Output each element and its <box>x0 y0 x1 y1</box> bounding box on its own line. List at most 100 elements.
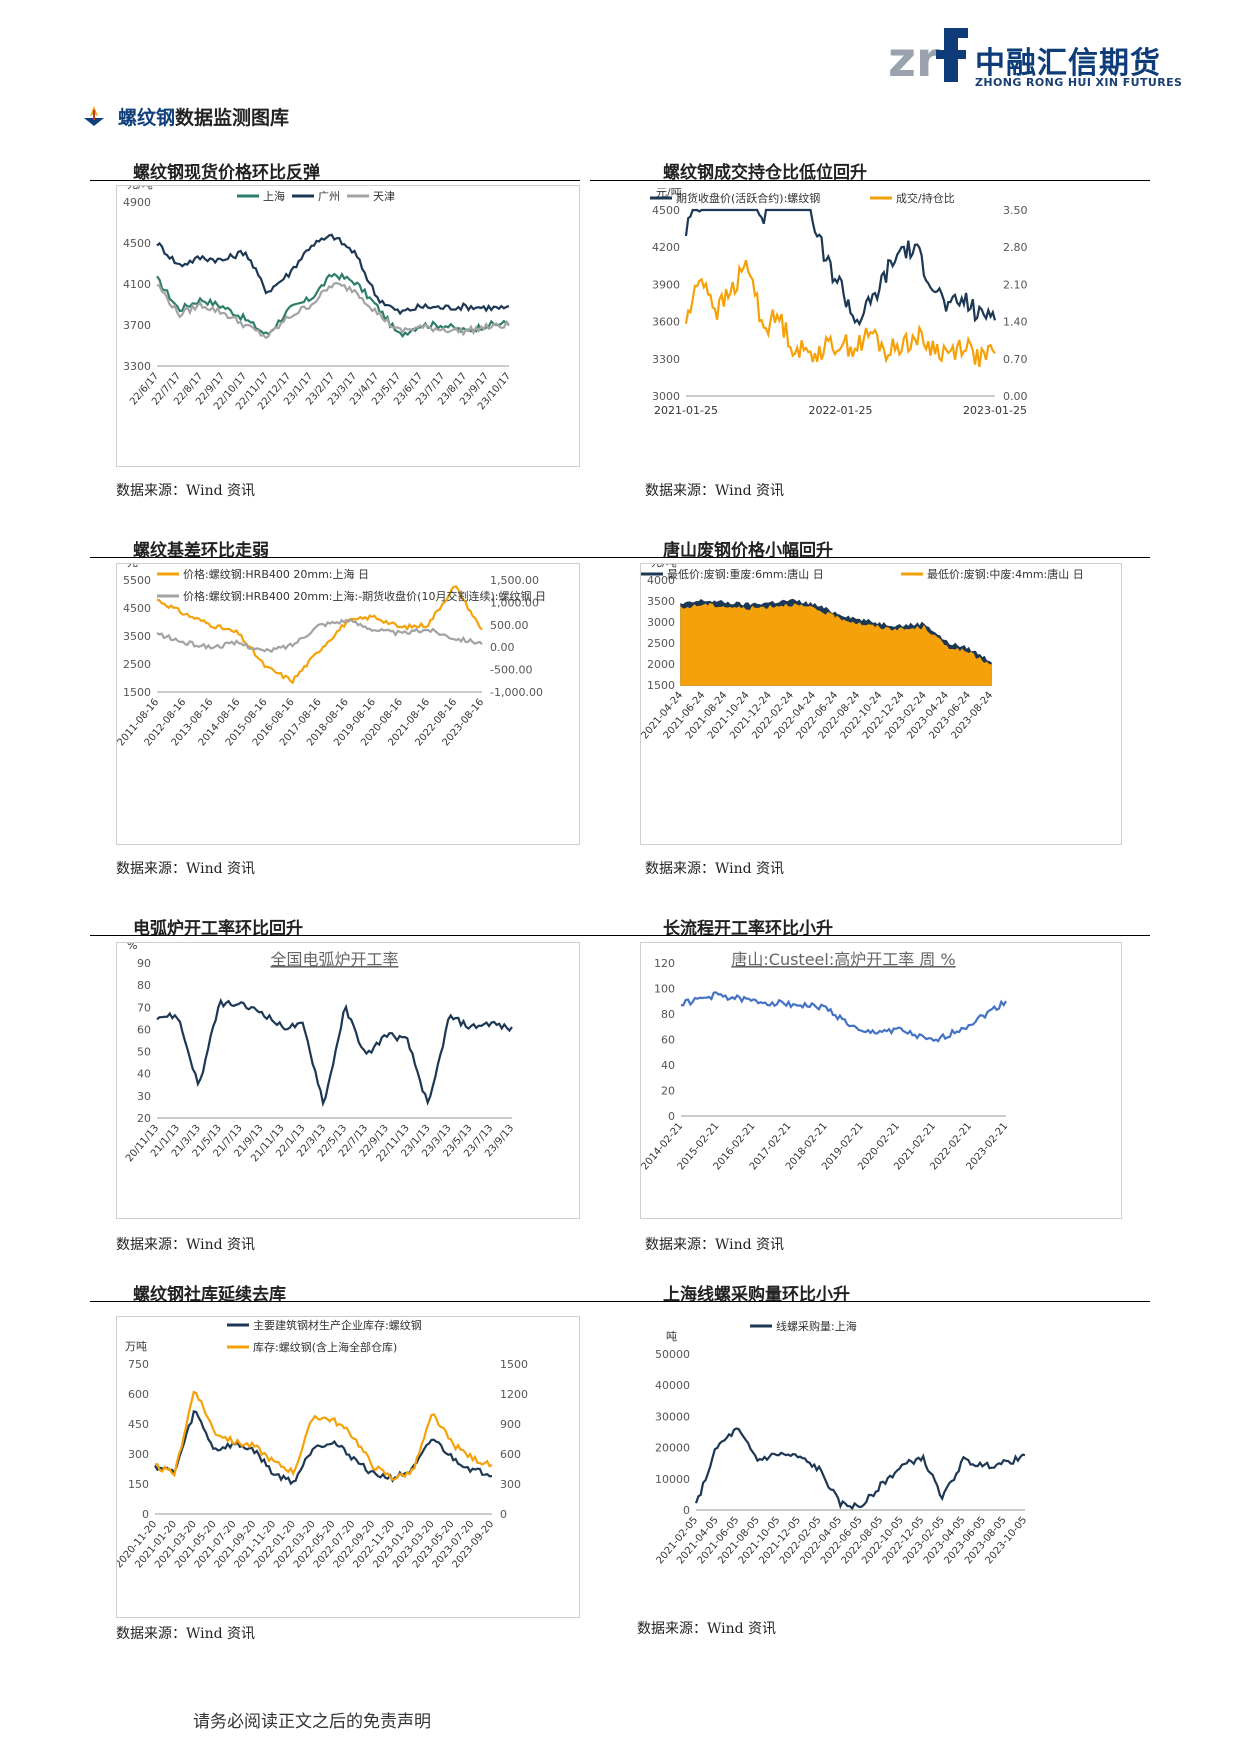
y-tick-label: 60 <box>137 1023 151 1036</box>
footer-disclaimer: 请务必阅读正文之后的免责声明 <box>193 1712 431 1732</box>
legend-label-1: 价格:螺纹钢:HRB400 20mm:上海:-期货收盘价(10月交割连续):螺纹… <box>183 589 546 603</box>
y-tick-label: 40 <box>137 1068 151 1081</box>
y-tick-label: 20 <box>661 1085 675 1098</box>
y-tick-label: 2000 <box>647 658 675 671</box>
series-line-0 <box>694 1427 1026 1511</box>
chart-title-c2: 螺纹钢成交持仓比低位回升 <box>663 163 867 183</box>
series-line-0 <box>156 271 510 339</box>
source-note: 数据来源：Wind 资讯 <box>645 483 785 499</box>
y-tick-label: 2500 <box>123 658 151 671</box>
y2-tick-label: 1200 <box>500 1388 528 1401</box>
x-tick-label: 2022-01-25 <box>809 404 873 417</box>
title-underline <box>590 180 1150 181</box>
y2-tick-label: 0.00 <box>490 641 515 654</box>
legend-label-0: 主要建筑钢材生产企业库存:螺纹钢 <box>253 1318 422 1332</box>
series-line-0 <box>684 208 997 327</box>
title-underline <box>590 1301 1150 1302</box>
y-tick-label: 3600 <box>652 316 680 329</box>
source-note: 数据来源：Wind 资讯 <box>116 1237 256 1253</box>
y-tick-label: 4900 <box>123 196 151 209</box>
chart-spot-price: 49004500410037003300元/吨22/6/1722/7/1722/… <box>116 185 580 467</box>
y-tick-label: 4000 <box>647 574 675 587</box>
chart-title-c6: 长流程开工率环比小升 <box>663 919 833 939</box>
legend-label-2: 天津 <box>373 190 395 203</box>
y-tick-label: 20 <box>137 1112 151 1125</box>
y-tick-label: 100 <box>654 983 675 996</box>
y-tick-label: 750 <box>128 1358 149 1371</box>
title-underline <box>90 180 580 181</box>
y-tick-label: 4500 <box>652 204 680 217</box>
y-tick-label: 0 <box>668 1110 675 1123</box>
y-tick-label: 1500 <box>647 679 675 692</box>
y-tick-label: 4500 <box>123 602 151 615</box>
y2-tick-label: -500.00 <box>490 664 532 677</box>
legend-label-1: 库存:螺纹钢(含上海全部仓库) <box>253 1340 397 1354</box>
y-tick-label: 3500 <box>647 595 675 608</box>
source-note: 数据来源：Wind 资讯 <box>637 1621 777 1637</box>
y-axis-label: % <box>127 942 137 952</box>
legend-label-0: 期货收盘价(活跃合约):螺纹钢 <box>676 191 820 205</box>
title-underline <box>90 1301 590 1302</box>
title-underline <box>90 557 590 558</box>
y-axis-label: 元 <box>127 563 138 569</box>
company-name-cn: 中融汇信期货 <box>975 46 1161 81</box>
y2-tick-label: 1,000.00 <box>490 596 539 609</box>
x-tick-label: 2021-01-25 <box>654 404 718 417</box>
y-tick-label: 2500 <box>647 637 675 650</box>
series-line-0 <box>156 585 483 685</box>
y-tick-label: 50 <box>137 1046 151 1059</box>
series-line-0 <box>154 1410 493 1486</box>
section-title-rest: 数据监测图库 <box>175 107 290 129</box>
y-tick-label: 3500 <box>123 630 151 643</box>
source-note: 数据来源：Wind 资讯 <box>116 861 256 877</box>
y-axis-label: 元/吨 <box>651 563 677 569</box>
source-note: 数据来源：Wind 资讯 <box>645 1237 785 1253</box>
y2-tick-label: 0.70 <box>1003 353 1028 366</box>
legend-label-0: 上海 <box>263 189 285 203</box>
chart-title-c7: 螺纹钢社库延续去库 <box>133 1285 286 1305</box>
series-line-1 <box>156 618 483 654</box>
y-tick-label: 60 <box>661 1034 675 1047</box>
y2-tick-label: 0.00 <box>1003 390 1028 403</box>
y-axis-label: 吨 <box>666 1330 677 1343</box>
y-tick-label: 450 <box>128 1418 149 1431</box>
series-line-1 <box>156 233 510 316</box>
y-tick-label: 3000 <box>652 390 680 403</box>
y-tick-label: 0 <box>142 1508 149 1521</box>
y-axis-label: 元/吨 <box>127 185 153 191</box>
y-tick-label: 3300 <box>123 360 151 373</box>
series-line-0 <box>156 997 513 1108</box>
section-bullet-icon <box>84 106 104 126</box>
source-note: 数据来源：Wind 资讯 <box>116 483 256 499</box>
svg-text:zr: zr <box>888 32 940 86</box>
series-line-1 <box>154 1390 493 1481</box>
y-tick-label: 50000 <box>655 1348 690 1361</box>
title-underline <box>90 935 590 936</box>
y2-tick-label: 2.10 <box>1003 278 1028 291</box>
y2-tick-label: -1,000.00 <box>490 686 543 699</box>
y-tick-label: 300 <box>128 1448 149 1461</box>
chart-inner-title: 全国电弧炉开工率 <box>270 950 398 969</box>
y-tick-label: 10000 <box>655 1473 690 1486</box>
y2-tick-label: 1500 <box>500 1358 528 1371</box>
chart-title-c8: 上海线螺采购量环比小升 <box>663 1285 850 1305</box>
y-tick-label: 0 <box>683 1504 690 1517</box>
series-line-0 <box>680 991 1007 1043</box>
chart-volume-oi-ratio: 4500 4200 3900 3600 3300 3000 3.50 2.80 2.10 1.40… <box>650 188 1028 417</box>
y2-tick-label: 1,500.00 <box>490 574 539 587</box>
legend-label-1: 成交/持仓比 <box>896 191 955 205</box>
y-axis-label: 万吨 <box>125 1340 147 1353</box>
chart-social-inventory: 7506004503001500150012009006003000万吨2020… <box>116 1316 580 1618</box>
y-tick-label: 4100 <box>123 278 151 291</box>
y-tick-label: 4200 <box>652 241 680 254</box>
source-note: 数据来源：Wind 资讯 <box>645 861 785 877</box>
x-tick-label: 2023-01-25 <box>963 404 1027 417</box>
chart-scrap-price: 400035003000250020001500元/吨2021-04-24202… <box>640 563 1122 845</box>
y2-tick-label: 1.40 <box>1003 316 1028 329</box>
chart-title-c3: 螺纹基差环比走弱 <box>133 541 269 561</box>
y2-tick-label: 500.00 <box>490 619 529 632</box>
title-underline <box>590 935 1150 936</box>
y-tick-label: 40000 <box>655 1379 690 1392</box>
series-area-1 <box>680 603 992 686</box>
y-tick-label: 3900 <box>652 278 680 291</box>
